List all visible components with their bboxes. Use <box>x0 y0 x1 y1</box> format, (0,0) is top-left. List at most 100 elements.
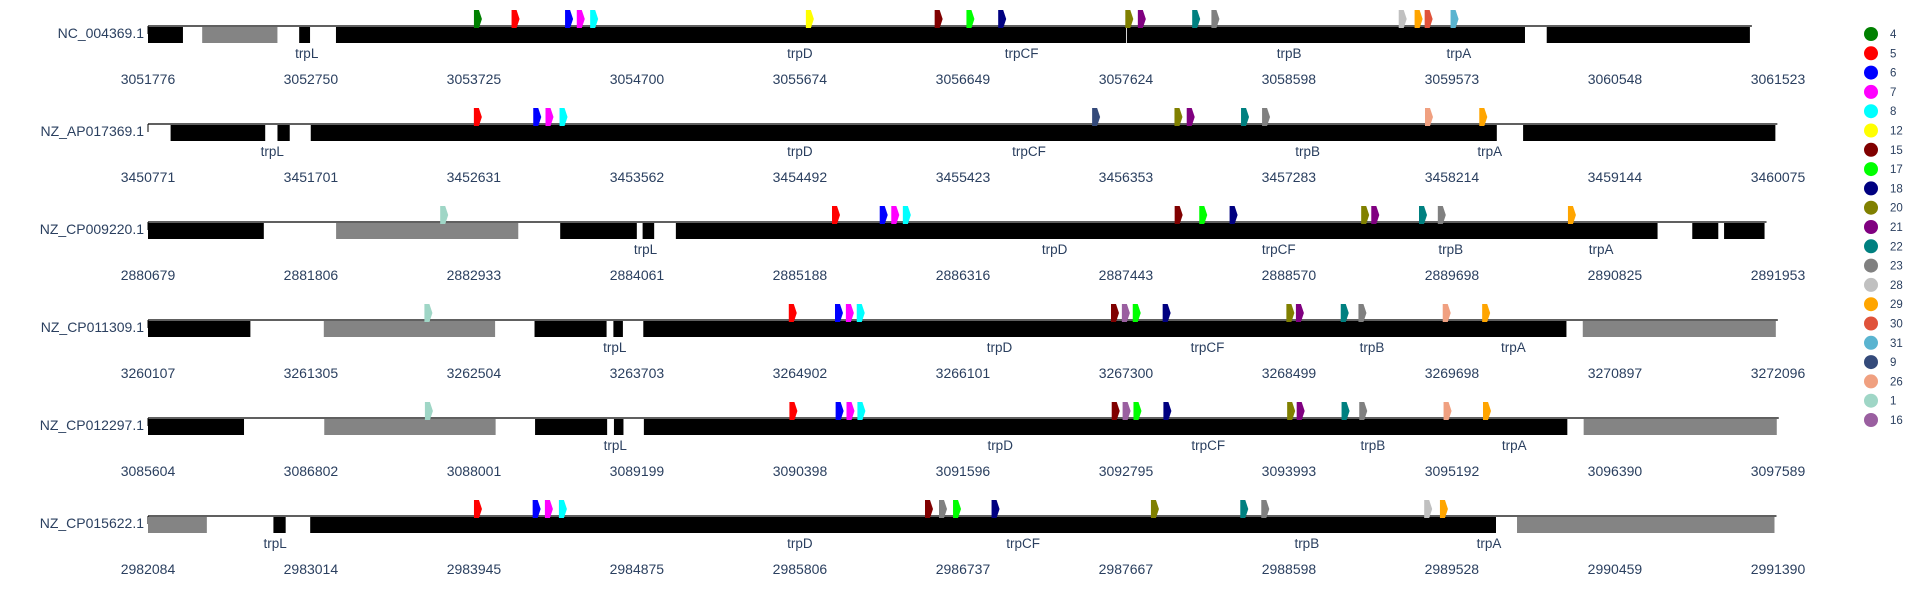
gene-label: trpB <box>1360 340 1385 355</box>
legend-entry: 29 <box>1890 299 1903 311</box>
gene-bar <box>148 419 245 435</box>
axis-tick-label: 3096390 <box>1588 463 1643 479</box>
axis-tick-label: 3454492 <box>773 169 828 185</box>
motif-marker-15 <box>934 10 943 28</box>
motif-marker-21 <box>1371 206 1380 224</box>
axis-tick-label: 3056649 <box>936 71 991 87</box>
motif-marker-23 <box>939 500 948 518</box>
gene-label: trpL <box>295 46 319 61</box>
motif-marker-16 <box>1122 402 1131 420</box>
axis-tick-label: 3061523 <box>1751 71 1806 87</box>
axis-tick-label: 3264902 <box>773 365 828 381</box>
axis-tick-label: 2988598 <box>1262 561 1317 577</box>
legend-swatch-15 <box>1864 142 1878 157</box>
motif-marker-18 <box>1229 206 1238 224</box>
motif-marker-23 <box>1211 10 1220 28</box>
gene-bar <box>148 517 207 533</box>
motif-marker-21 <box>1296 402 1305 420</box>
gene-bar <box>310 125 1497 141</box>
motif-marker-18 <box>1162 304 1171 322</box>
legend-swatch-17 <box>1864 162 1878 177</box>
motif-marker-7 <box>845 304 854 322</box>
motif-marker-22 <box>1241 108 1250 126</box>
sequence-name: NZ_CP009220.1 <box>40 221 145 237</box>
motif-marker-17 <box>966 10 975 28</box>
axis-tick-label: 3450771 <box>121 169 176 185</box>
motif-marker-22 <box>1419 206 1428 224</box>
legend-entry: 8 <box>1890 106 1896 118</box>
axis-tick-label: 3452631 <box>447 169 502 185</box>
gene-label: trpA <box>1477 144 1502 159</box>
legend-entry: 21 <box>1890 222 1903 234</box>
motif-marker-15 <box>1111 402 1120 420</box>
motif-marker-29 <box>1482 304 1491 322</box>
gene-bar <box>1724 223 1765 239</box>
motif-marker-28 <box>1424 500 1433 518</box>
axis-tick-label: 3092795 <box>1099 463 1154 479</box>
axis-tick-label: 3058598 <box>1262 71 1317 87</box>
motif-marker-8 <box>902 206 911 224</box>
motif-marker-31 <box>1450 10 1459 28</box>
axis-tick-label: 2890825 <box>1588 267 1643 283</box>
gene-label: trpCF <box>1006 536 1040 551</box>
axis-tick-label: 3451701 <box>284 169 339 185</box>
axis-tick-label: 2884061 <box>610 267 665 283</box>
axis-tick-label: 3261305 <box>284 365 339 381</box>
gene-label: trpD <box>787 144 813 159</box>
gene-label: trpB <box>1360 438 1385 453</box>
gene-label: trpB <box>1295 144 1320 159</box>
sequence-name: NZ_CP015622.1 <box>40 515 145 531</box>
legend-swatch-21 <box>1864 220 1878 234</box>
motif-marker-5 <box>789 402 798 420</box>
track-nc-004369-1: NC_004369.1 trpL trpD trpCF trpB trpA 3051776 3… <box>58 10 1806 87</box>
axis-tick-label: 3457283 <box>1262 169 1317 185</box>
gene-bar <box>613 321 623 337</box>
axis-tick-label: 3267300 <box>1099 365 1154 381</box>
gene-bar <box>310 517 1496 533</box>
legend-swatch-4 <box>1864 27 1878 41</box>
motif-marker-8 <box>558 500 567 518</box>
motif-marker-6 <box>835 402 844 420</box>
axis-tick-label: 3097589 <box>1751 463 1806 479</box>
motif-marker-16 <box>1121 304 1130 322</box>
gene-bar <box>1582 321 1776 337</box>
legend-swatch-30 <box>1864 316 1878 331</box>
motif-marker-4 <box>473 10 482 28</box>
axis-tick-label: 3266101 <box>936 365 991 381</box>
legend-entry: 30 <box>1890 319 1903 331</box>
motif-marker-15 <box>1174 206 1183 224</box>
gene-label: trpB <box>1294 536 1319 551</box>
gene-bar <box>148 321 251 337</box>
motif-marker-18 <box>991 500 1000 518</box>
gene-bar <box>323 321 496 337</box>
motif-marker-8 <box>856 304 865 322</box>
legend-entry: 1 <box>1890 396 1896 408</box>
gene-bar <box>613 419 624 435</box>
axis-tick-label: 3095192 <box>1425 463 1480 479</box>
gene-label: trpD <box>1042 242 1068 257</box>
gene-label: trpD <box>787 46 813 61</box>
motif-marker-29 <box>1414 10 1423 28</box>
gene-label: trpL <box>264 536 288 551</box>
motif-marker-8 <box>857 402 866 420</box>
motif-marker-21 <box>1295 304 1304 322</box>
motif-marker-7 <box>891 206 900 224</box>
legend-entry: 28 <box>1890 280 1903 292</box>
axis-tick-label: 3093993 <box>1262 463 1317 479</box>
motif-marker-6 <box>834 304 843 322</box>
gene-bar <box>534 321 607 337</box>
gene-label: trpA <box>1589 242 1614 257</box>
motif-marker-8 <box>559 108 568 126</box>
motif-marker-23 <box>1262 108 1271 126</box>
gene-label: trpA <box>1447 46 1472 61</box>
axis-tick-label: 2990459 <box>1588 561 1643 577</box>
axis-tick-label: 2888570 <box>1262 267 1317 283</box>
gene-bar <box>1523 125 1776 141</box>
axis-tick-label: 2989528 <box>1425 561 1480 577</box>
gene-label: trpD <box>987 340 1013 355</box>
gene-label: trpCF <box>1262 242 1296 257</box>
axis-tick-label: 2887443 <box>1099 267 1154 283</box>
axis-tick-label: 3053725 <box>447 71 502 87</box>
legend-swatch-26 <box>1864 374 1878 389</box>
track-nz-cp009220-1: NZ_CP009220.1 trpL trpD trpCF trpB trpA 288067… <box>40 206 1805 283</box>
